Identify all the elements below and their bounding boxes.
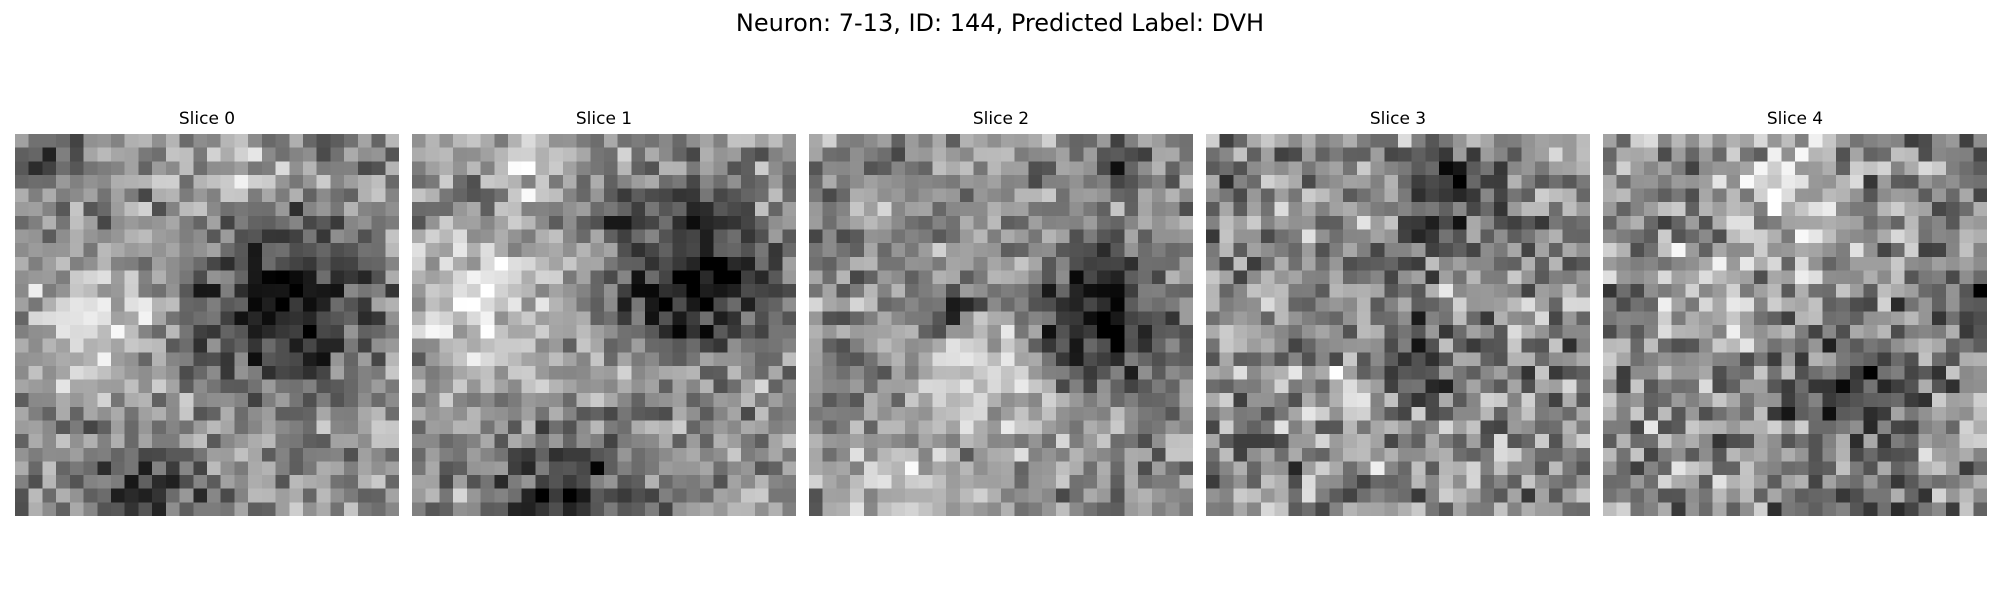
slice-image [412, 134, 796, 516]
slice-panel-2: Slice 2 [809, 108, 1193, 516]
slice-panel-4: Slice 4 [1603, 108, 1987, 516]
slice-title: Slice 4 [1766, 109, 1824, 129]
slice-panel-1: Slice 1 [412, 108, 796, 516]
slice-title: Slice 0 [178, 109, 236, 129]
slice-title: Slice 3 [1369, 109, 1427, 129]
slice-image [15, 134, 399, 516]
slice-title: Slice 2 [972, 109, 1030, 129]
slice-panel-0: Slice 0 [15, 108, 399, 516]
figure-title: Neuron: 7-13, ID: 144, Predicted Label: … [735, 9, 1265, 37]
slice-panel-3: Slice 3 [1206, 108, 1590, 516]
slice-title: Slice 1 [575, 109, 633, 129]
slice-image [1206, 134, 1590, 516]
slice-image [809, 134, 1193, 516]
slice-image [1603, 134, 1987, 516]
